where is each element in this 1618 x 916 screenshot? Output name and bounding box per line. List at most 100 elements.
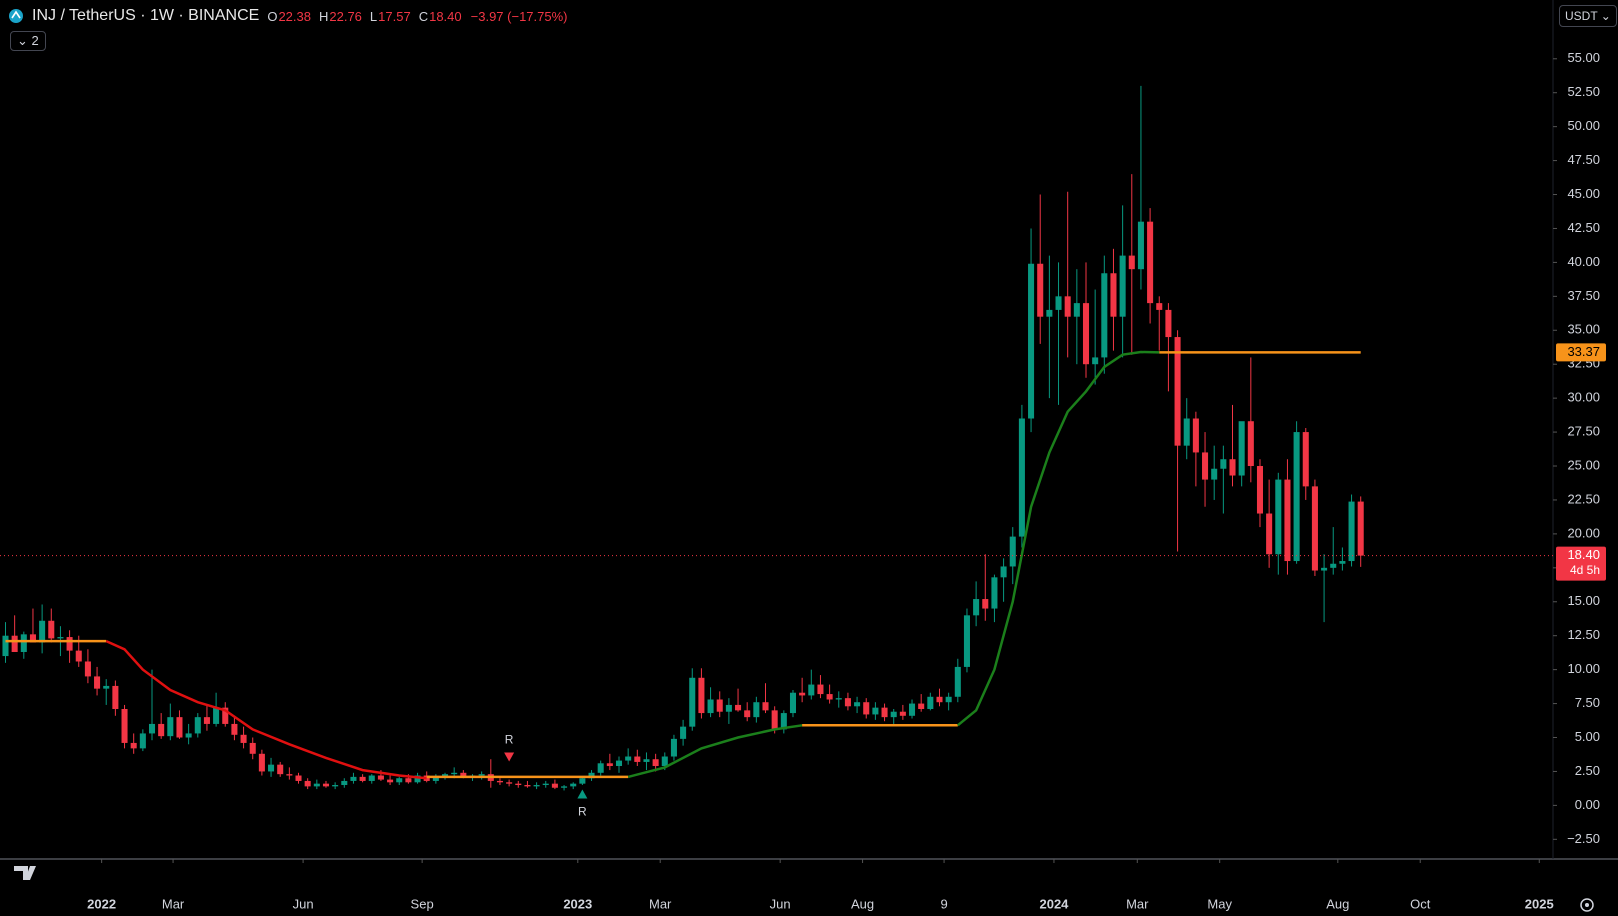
candle-body — [762, 702, 769, 711]
candle-body — [2, 635, 9, 657]
x-tick-label: Mar — [162, 896, 185, 911]
y-tick-label: 27.50 — [1567, 424, 1600, 439]
tv-logo — [14, 866, 36, 880]
ohlc-key: C — [418, 8, 429, 24]
indicator-toggle[interactable]: ⌄ 2 — [10, 31, 46, 51]
candle-body — [899, 711, 906, 716]
candle-body — [680, 726, 687, 739]
currency-button[interactable]: USDT ⌄ — [1559, 5, 1617, 27]
candle-body — [1348, 501, 1355, 562]
candle-body — [661, 756, 668, 767]
x-tick-label: Aug — [851, 896, 874, 911]
candle-body — [881, 707, 888, 718]
candle-body — [1275, 479, 1282, 555]
candle-body — [1137, 221, 1144, 270]
candle-body — [1330, 563, 1337, 568]
candle-body — [991, 577, 998, 609]
candle-body — [1082, 303, 1090, 365]
candle-body — [744, 710, 751, 718]
candle-body — [277, 764, 284, 775]
candle-body — [240, 734, 247, 743]
candle-body — [634, 756, 641, 762]
candle-body — [112, 685, 119, 710]
candle-body — [222, 707, 229, 724]
candle-body — [11, 635, 18, 652]
y-tick-label: 35.00 — [1567, 322, 1600, 337]
candle-body — [643, 759, 650, 762]
candle-body — [158, 723, 165, 737]
candle-body — [1156, 303, 1163, 310]
x-tick-label: May — [1207, 896, 1232, 911]
symbol-icon — [9, 9, 23, 23]
x-tick-label: 2022 — [87, 896, 116, 911]
x-tick-label: Mar — [649, 896, 672, 911]
candle-body — [1357, 501, 1364, 556]
candle-body — [286, 774, 293, 776]
candle-body — [533, 785, 540, 787]
candle-body — [863, 702, 870, 715]
signal-marker — [577, 789, 588, 799]
candle-body — [1183, 418, 1190, 446]
level-label: 33.37 — [1567, 344, 1600, 359]
trend-line — [957, 350, 1160, 727]
last-price-bg — [1556, 546, 1606, 581]
x-tick-label: 2023 — [563, 896, 592, 911]
candle-body — [771, 710, 778, 730]
candle-body — [387, 779, 394, 783]
candle-body — [1302, 432, 1309, 487]
settings-icon[interactable] — [1580, 898, 1594, 912]
y-tick-label: 50.00 — [1567, 118, 1600, 133]
candle-body — [57, 637, 64, 639]
candle-body — [927, 696, 934, 710]
candle-body — [826, 694, 833, 700]
ohlc-value: 17.57 — [378, 8, 411, 24]
candle-body — [1266, 513, 1273, 555]
candle-body — [698, 677, 705, 714]
y-tick-label: 2.50 — [1575, 763, 1600, 778]
candle-body — [973, 599, 980, 616]
x-tick-label: 2025 — [1525, 896, 1554, 911]
candle-body — [29, 634, 36, 643]
symbol: INJ / TetherUS · 1W · BINANCE — [32, 7, 260, 24]
candle-body — [148, 723, 156, 734]
candle-body — [478, 774, 485, 776]
y-tick-label: 12.50 — [1567, 627, 1600, 642]
candle-body — [606, 763, 613, 767]
candle-body — [1119, 255, 1126, 317]
ohlc-item: C18.40 — [419, 8, 462, 25]
ohlc-item: L17.57 — [370, 8, 411, 25]
y-tick-label: 42.50 — [1567, 220, 1600, 235]
countdown-label: 4d 5h — [1570, 563, 1600, 577]
candle-body — [854, 702, 861, 707]
candle-body — [1256, 466, 1264, 514]
candle-body — [1101, 273, 1108, 358]
x-tick-label: Oct — [1410, 896, 1431, 911]
candle-body — [1174, 337, 1181, 446]
plot-area: RR — [2, 85, 1364, 819]
candle-body — [945, 696, 952, 703]
candle-body — [341, 780, 348, 786]
y-tick-label: 52.50 — [1567, 84, 1600, 99]
ohlc-value: 22.38 — [278, 8, 311, 24]
candle-body — [625, 756, 632, 761]
candle-body — [1211, 468, 1218, 480]
candle-body — [313, 783, 320, 787]
ohlc-key: L — [369, 8, 378, 24]
candle-body — [1009, 536, 1016, 567]
x-tick-label: Aug — [1326, 896, 1349, 911]
trend-line — [105, 639, 427, 780]
y-tick-label: 45.00 — [1567, 186, 1600, 201]
ohlc-value: 22.76 — [329, 8, 362, 24]
candle-body — [84, 661, 91, 677]
candle-body — [808, 684, 815, 696]
candle-body — [1073, 303, 1080, 317]
ohlc-key: H — [318, 8, 329, 24]
candle-body — [963, 615, 970, 667]
ohlc-item: O22.38 — [267, 8, 311, 25]
candle-body — [139, 733, 146, 749]
signal-marker — [504, 752, 515, 762]
candle-body — [918, 703, 925, 710]
candle-body — [615, 760, 623, 767]
candle-body — [1192, 418, 1199, 453]
